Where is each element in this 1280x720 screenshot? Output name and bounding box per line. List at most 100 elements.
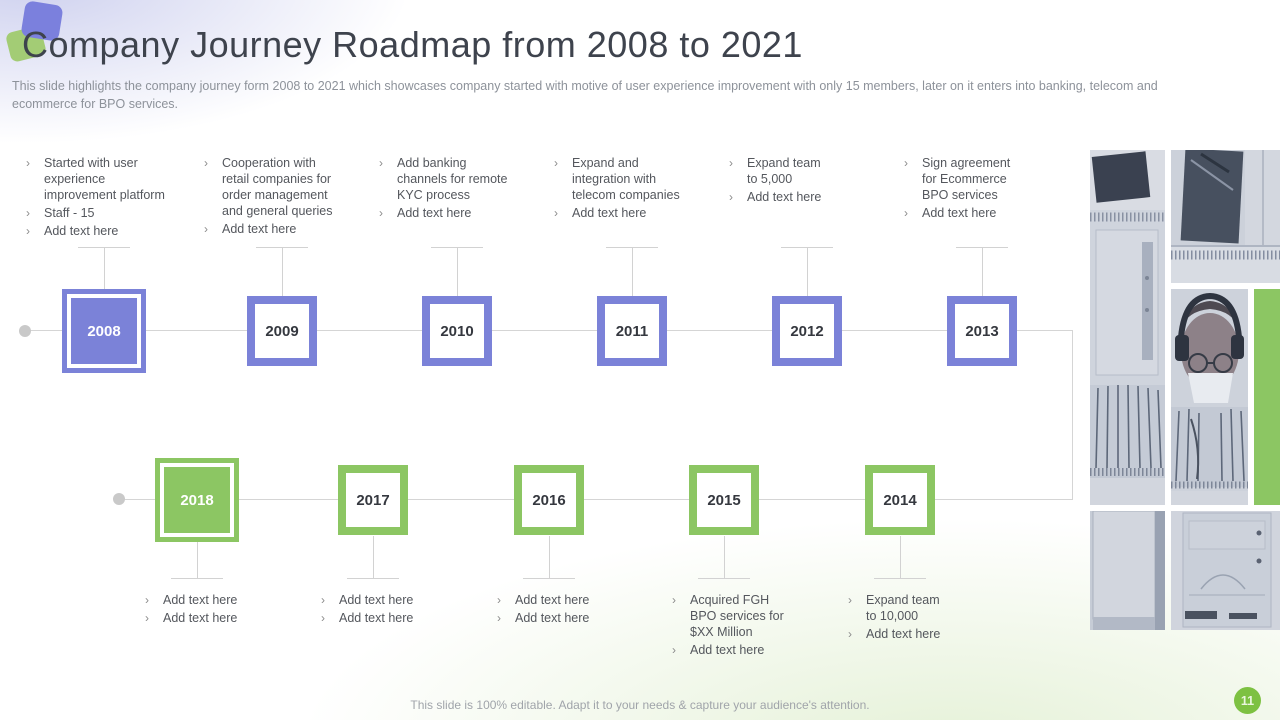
connector-line	[282, 247, 283, 297]
note-text[interactable]: Add text here	[339, 593, 414, 607]
chevron-bullet-icon: ›	[848, 627, 852, 641]
timeline-start-dot	[19, 325, 31, 337]
page-title: Company Journey Roadmap from 2008 to 202…	[22, 24, 803, 65]
note-text[interactable]: Started with user experience improvement…	[44, 156, 165, 202]
year-box-2018[interactable]: 2018	[155, 458, 239, 542]
chevron-bullet-icon: ›	[26, 206, 30, 220]
note-text[interactable]: Add text here	[44, 224, 119, 238]
note-text[interactable]: Add text here	[922, 206, 997, 220]
chevron-bullet-icon: ›	[904, 156, 908, 170]
year-box-2009[interactable]: 2009	[247, 296, 317, 366]
connector-line	[982, 247, 983, 297]
chevron-bullet-icon: ›	[145, 593, 149, 607]
chevron-bullet-icon: ›	[672, 643, 676, 657]
call-agent-headset-photo	[1171, 289, 1248, 505]
note-text[interactable]: Add text here	[572, 206, 647, 220]
chevron-bullet-icon: ›	[321, 593, 325, 607]
timeline-bottom-line	[120, 499, 1072, 500]
year-box-2014[interactable]: 2014	[865, 465, 935, 535]
connector-line	[807, 247, 808, 297]
note-text[interactable]: Add text here	[163, 611, 238, 625]
milestone-2010: › Add banking channels for remote KYC pro…	[375, 155, 539, 395]
milestone-2015: 2015 › Acquired FGH BPO services for $XX …	[642, 458, 806, 698]
year-box-2013[interactable]: 2013	[947, 296, 1017, 366]
milestone-2012: › Expand team to 5,000 › Add text here 201…	[725, 155, 889, 395]
note-text[interactable]: Add text here	[397, 206, 472, 220]
connector-line	[457, 247, 458, 297]
chevron-bullet-icon: ›	[729, 190, 733, 204]
note-text[interactable]: Add text here	[515, 611, 590, 625]
connector-line	[632, 247, 633, 297]
milestone-notes: › Add text here › Add text here	[467, 592, 631, 628]
office-equipment-photo	[1171, 511, 1280, 630]
milestone-notes: › Add banking channels for remote KYC pro…	[375, 155, 539, 223]
milestone-2017: 2017 › Add text here › Add text here	[291, 458, 455, 698]
chevron-bullet-icon: ›	[26, 224, 30, 238]
milestone-2013: › Sign agreement for Ecommerce BPO servic…	[900, 155, 1064, 395]
timeline-connector-line	[1072, 330, 1073, 500]
chevron-bullet-icon: ›	[554, 156, 558, 170]
note-text[interactable]: Expand team to 5,000	[747, 156, 821, 186]
year-box-2015[interactable]: 2015	[689, 465, 759, 535]
milestone-2016: 2016 › Add text here › Add text here	[467, 458, 631, 698]
connector-line	[900, 536, 901, 578]
year-box-2016[interactable]: 2016	[514, 465, 584, 535]
note-text[interactable]: Add banking channels for remote KYC proc…	[397, 156, 508, 202]
note-text[interactable]: Expand and integration with telecom comp…	[572, 156, 680, 202]
connector-line	[104, 247, 105, 297]
year-box-2011[interactable]: 2011	[597, 296, 667, 366]
chevron-bullet-icon: ›	[729, 156, 733, 170]
note-text[interactable]: Add text here	[339, 611, 414, 625]
office-window-photo	[1171, 150, 1280, 283]
year-box-2010[interactable]: 2010	[422, 296, 492, 366]
milestone-notes: › Add text here › Add text here	[115, 592, 279, 628]
slide-subtitle: This slide highlights the company journe…	[12, 79, 1158, 112]
timeline-start-dot	[113, 493, 125, 505]
timeline-top-line	[25, 330, 1072, 331]
green-accent-block	[1254, 289, 1280, 505]
note-text[interactable]: Sign agreement for Ecommerce BPO service…	[922, 156, 1011, 202]
year-box-2012[interactable]: 2012	[772, 296, 842, 366]
desk-cabinet-photo	[1090, 511, 1165, 630]
note-text[interactable]: Add text here	[222, 222, 297, 236]
chevron-bullet-icon: ›	[204, 156, 208, 170]
connector-bar	[347, 578, 399, 579]
year-box-2008[interactable]: 2008	[62, 289, 146, 373]
chevron-bullet-icon: ›	[26, 156, 30, 170]
chevron-bullet-icon: ›	[554, 206, 558, 220]
note-text[interactable]: Acquired FGH BPO services for $XX Millio…	[690, 593, 784, 639]
year-box-2017[interactable]: 2017	[338, 465, 408, 535]
note-text[interactable]: Add text here	[690, 643, 765, 657]
milestone-notes: › Cooperation with retail companies for o…	[200, 155, 364, 239]
connector-bar	[523, 578, 575, 579]
note-text[interactable]: Add text here	[515, 593, 590, 607]
note-text[interactable]: Expand team to 10,000	[866, 593, 940, 623]
connector-bar	[698, 578, 750, 579]
note-text[interactable]: Cooperation with retail companies for or…	[222, 156, 333, 218]
connector-line	[373, 536, 374, 578]
slide-footer-note: This slide is 100% editable. Adapt it to…	[410, 698, 870, 712]
milestone-2018: 2018 › Add text here › Add text here	[115, 458, 279, 698]
workstation-laptop-photo	[1090, 150, 1165, 505]
note-text[interactable]: Add text here	[747, 190, 822, 204]
note-text[interactable]: Staff - 15	[44, 206, 95, 220]
milestone-2011: › Expand and integration with telecom com…	[550, 155, 714, 395]
chevron-bullet-icon: ›	[145, 611, 149, 625]
chevron-bullet-icon: ›	[672, 593, 676, 607]
note-text[interactable]: Add text here	[163, 593, 238, 607]
chevron-bullet-icon: ›	[848, 593, 852, 607]
note-text[interactable]: Add text here	[866, 627, 941, 641]
milestone-2009: › Cooperation with retail companies for o…	[200, 155, 364, 395]
connector-bar	[171, 578, 223, 579]
page-number-badge: 11	[1234, 687, 1261, 714]
chevron-bullet-icon: ›	[497, 593, 501, 607]
milestone-notes: › Started with user experience improvemen…	[22, 155, 186, 241]
chevron-bullet-icon: ›	[904, 206, 908, 220]
chevron-bullet-icon: ›	[379, 156, 383, 170]
milestone-notes: › Add text here › Add text here	[291, 592, 455, 628]
connector-line	[197, 536, 198, 578]
connector-bar	[874, 578, 926, 579]
milestone-2008: › Started with user experience improvemen…	[22, 155, 186, 395]
chevron-bullet-icon: ›	[497, 611, 501, 625]
